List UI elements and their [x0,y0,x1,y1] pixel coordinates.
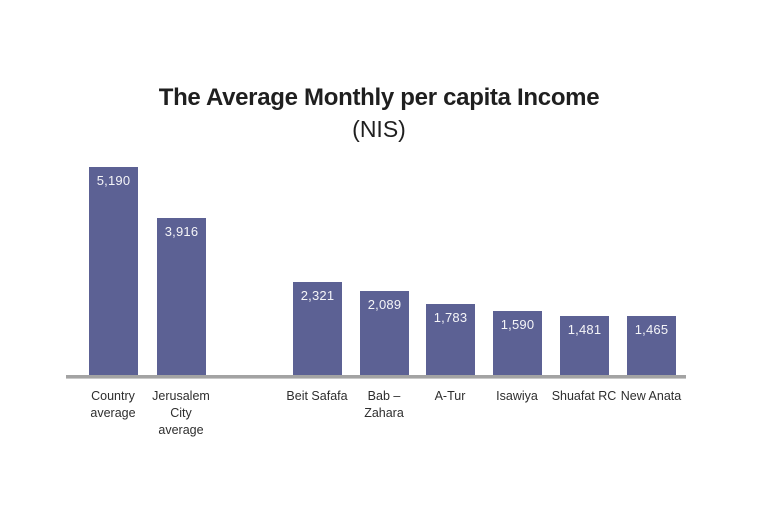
bar-1: 5,190 [89,167,138,375]
chart-subtitle: (NIS) [352,116,406,142]
bar-value-label: 1,465 [634,322,669,337]
bar-value-label: 1,783 [433,310,468,325]
bar-5: 1,783 [426,304,475,375]
x-axis-label: Isawiya [496,389,538,403]
x-axis-line [66,375,686,379]
x-axis-label: Bab – Zahara [364,389,404,420]
chart-title-block: The Average Monthly per capita Income (N… [0,82,758,145]
bar-2: 3,916 [157,218,206,375]
bar-7: 1,481 [560,316,609,375]
x-axis-label: A-Tur [434,389,466,403]
bar-3: 2,321 [293,282,342,375]
x-axis-label: Country average [90,389,136,420]
x-axis-label: New Anata [620,389,682,403]
bar-value-label: 1,481 [567,322,602,337]
bar-8: 1,465 [627,316,676,375]
bar-value-label: 1,590 [500,317,535,332]
bar-4: 2,089 [360,291,409,375]
x-axis-label: Beit Safafa [286,389,348,403]
bar-value-label: 2,089 [367,297,402,312]
bar-6: 1,590 [493,311,542,375]
bar-value-label: 3,916 [164,224,199,239]
chart-title: The Average Monthly per capita Income [158,84,600,111]
bar-value-label: 5,190 [96,173,131,188]
x-axis-label: Jerusalem City average [152,389,210,437]
bar-value-label: 2,321 [300,288,335,303]
x-axis-label: Shuafat RC [551,389,617,403]
